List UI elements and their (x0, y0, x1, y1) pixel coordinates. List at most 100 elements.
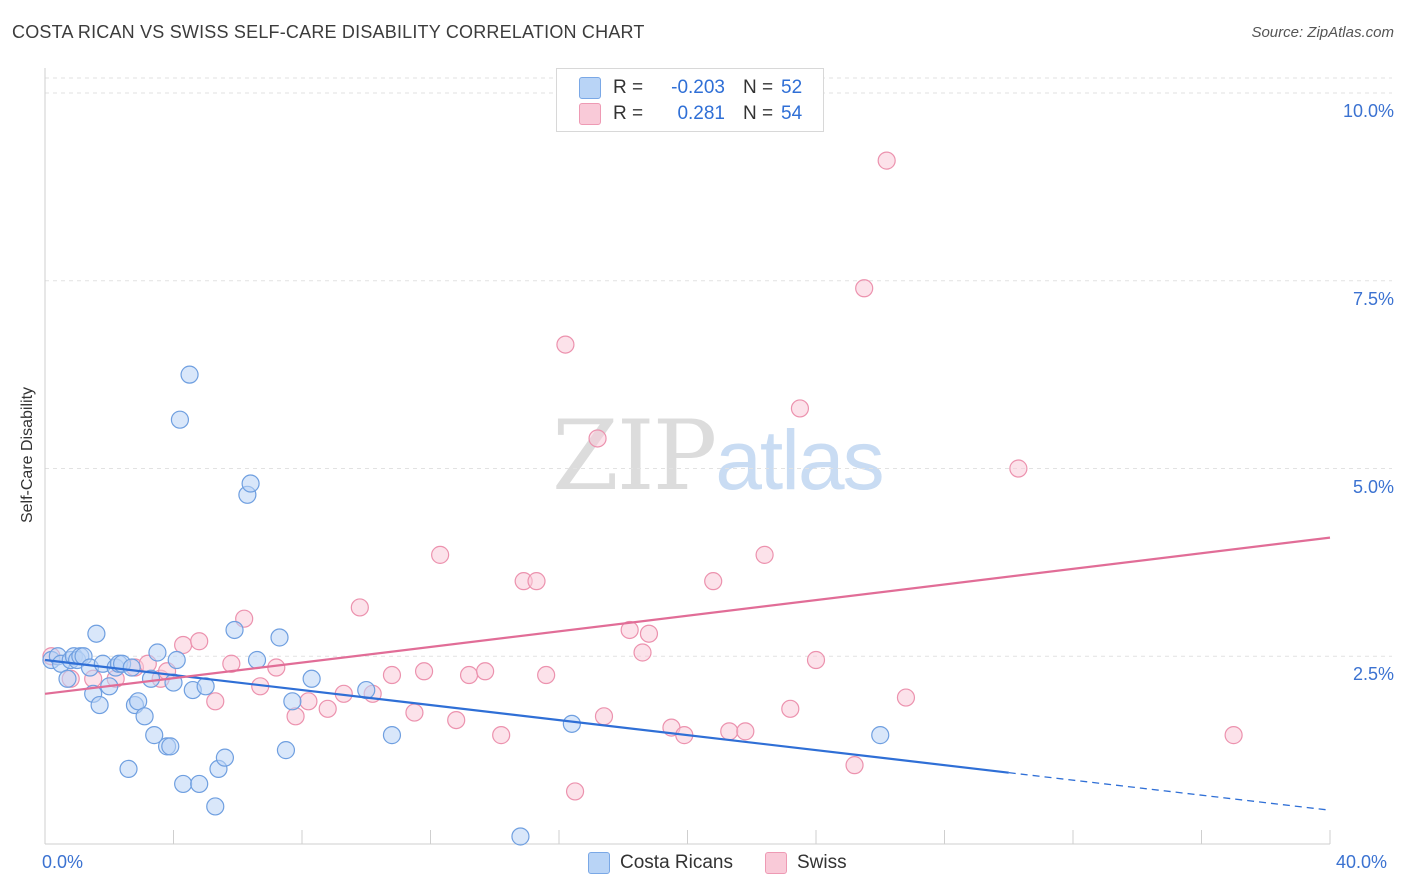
costa-rican-point (382, 726, 402, 745)
costa-rican-point (180, 365, 199, 384)
swiss-point (405, 703, 424, 722)
r-label: R = (613, 103, 644, 124)
swiss-point (350, 598, 369, 617)
costa-rican-point (283, 692, 302, 711)
costa-rican-point (511, 827, 530, 846)
swiss-point (1224, 726, 1243, 745)
swiss-point (382, 665, 402, 685)
costa-rican-point (90, 695, 109, 715)
costa-rican-point (119, 759, 138, 779)
swiss-point (806, 650, 826, 670)
r-label: R = (613, 77, 644, 98)
n-value: 54 (781, 103, 803, 124)
swiss-point (790, 399, 810, 418)
pink-swatch (765, 852, 787, 874)
legend-item-costa-ricans[interactable]: Costa Ricans (588, 852, 733, 874)
costa-rican-points (42, 365, 890, 846)
costa-rican-point (871, 726, 890, 745)
trend-lines (44, 536, 1331, 811)
costa-rican-trend-line (44, 658, 1009, 774)
x-tick-label-max: 40.0% (1336, 852, 1388, 872)
swiss-point (556, 335, 575, 354)
costa-rican-point (129, 692, 148, 711)
r-value: -0.203 (671, 77, 725, 98)
swiss-point (588, 429, 607, 448)
n-label: N = (743, 77, 774, 98)
y-tick-label: 2.5% (1352, 664, 1394, 685)
costa-rican-point (174, 774, 193, 794)
swiss-point (537, 665, 556, 685)
costa-rican-point (148, 643, 167, 662)
swiss-point (565, 782, 585, 801)
costa-rican-point (270, 628, 289, 647)
swiss-point (896, 688, 916, 707)
legend-label-swiss: Swiss (797, 852, 847, 873)
costa-rican-point (247, 650, 267, 670)
swiss-point (736, 722, 755, 741)
grid-lines (45, 77, 1392, 657)
chart-title: COSTA RICAN VS SWISS SELF-CARE DISABILIT… (12, 22, 645, 42)
costa-rican-point (206, 797, 225, 816)
costa-rican-point (276, 741, 296, 760)
blue-swatch (588, 852, 610, 874)
swiss-point (620, 620, 639, 640)
costa-rican-point (215, 748, 234, 767)
swiss-point (492, 726, 511, 745)
costa-rican-point (58, 669, 77, 688)
swiss-point (633, 643, 652, 662)
costa-rican-point (190, 774, 209, 794)
swiss-point (431, 545, 450, 564)
pink-swatch (579, 103, 601, 125)
costa-rican-point (145, 726, 164, 745)
y-tick-label: 5.0% (1352, 476, 1394, 497)
costa-rican-point (170, 410, 190, 429)
swiss-point (476, 662, 495, 681)
y-tick-label: 7.5% (1352, 288, 1394, 309)
legend-row-swiss: R = 0.281 N = 54 (579, 102, 802, 126)
swiss-point (447, 710, 466, 730)
r-value: 0.281 (677, 103, 725, 124)
costa-rican-point (302, 669, 321, 688)
swiss-point (755, 545, 774, 564)
swiss-point (704, 572, 723, 591)
costa-rican-point (87, 624, 106, 643)
correlation-legend: R = -0.203 N = 52 R = 0.281 N = 54 (556, 68, 824, 132)
swiss-point (286, 707, 305, 726)
blue-swatch (579, 77, 601, 99)
swiss-point (206, 692, 225, 711)
y-tick-label: 10.0% (1342, 101, 1394, 122)
swiss-point (267, 658, 286, 677)
costa-rican-point (167, 650, 186, 670)
swiss-point (845, 756, 864, 775)
costa-rican-point (135, 707, 154, 726)
x-tick-label-min: 0.0% (42, 852, 84, 872)
axes (44, 68, 1331, 845)
costa-rican-point (161, 737, 180, 756)
costa-rican-trend-extension (1008, 772, 1331, 811)
swiss-point (414, 662, 434, 681)
swiss-point (222, 654, 241, 673)
swiss-point (781, 699, 800, 718)
source-label: Source: ZipAtlas.com (1251, 24, 1394, 41)
swiss-point (299, 692, 318, 711)
costa-rican-point (562, 714, 581, 733)
legend-row-costa-ricans: R = -0.203 N = 52 (579, 76, 802, 100)
costa-rican-point (241, 474, 260, 493)
legend-item-swiss[interactable]: Swiss (765, 852, 847, 874)
swiss-point (527, 572, 546, 591)
n-label: N = (743, 103, 774, 124)
costa-rican-point (225, 620, 244, 640)
swiss-point (594, 707, 614, 726)
swiss-point (318, 699, 337, 718)
swiss-point (720, 722, 739, 741)
swiss-point (459, 665, 479, 685)
series-legend: Costa Ricans Swiss (588, 852, 879, 874)
swiss-point (855, 279, 874, 298)
swiss-trend-line (44, 536, 1331, 695)
costa-rican-point (122, 658, 141, 677)
swiss-point (190, 632, 209, 651)
swiss-point (639, 624, 659, 643)
swiss-point (877, 151, 896, 170)
swiss-points (42, 151, 1243, 801)
